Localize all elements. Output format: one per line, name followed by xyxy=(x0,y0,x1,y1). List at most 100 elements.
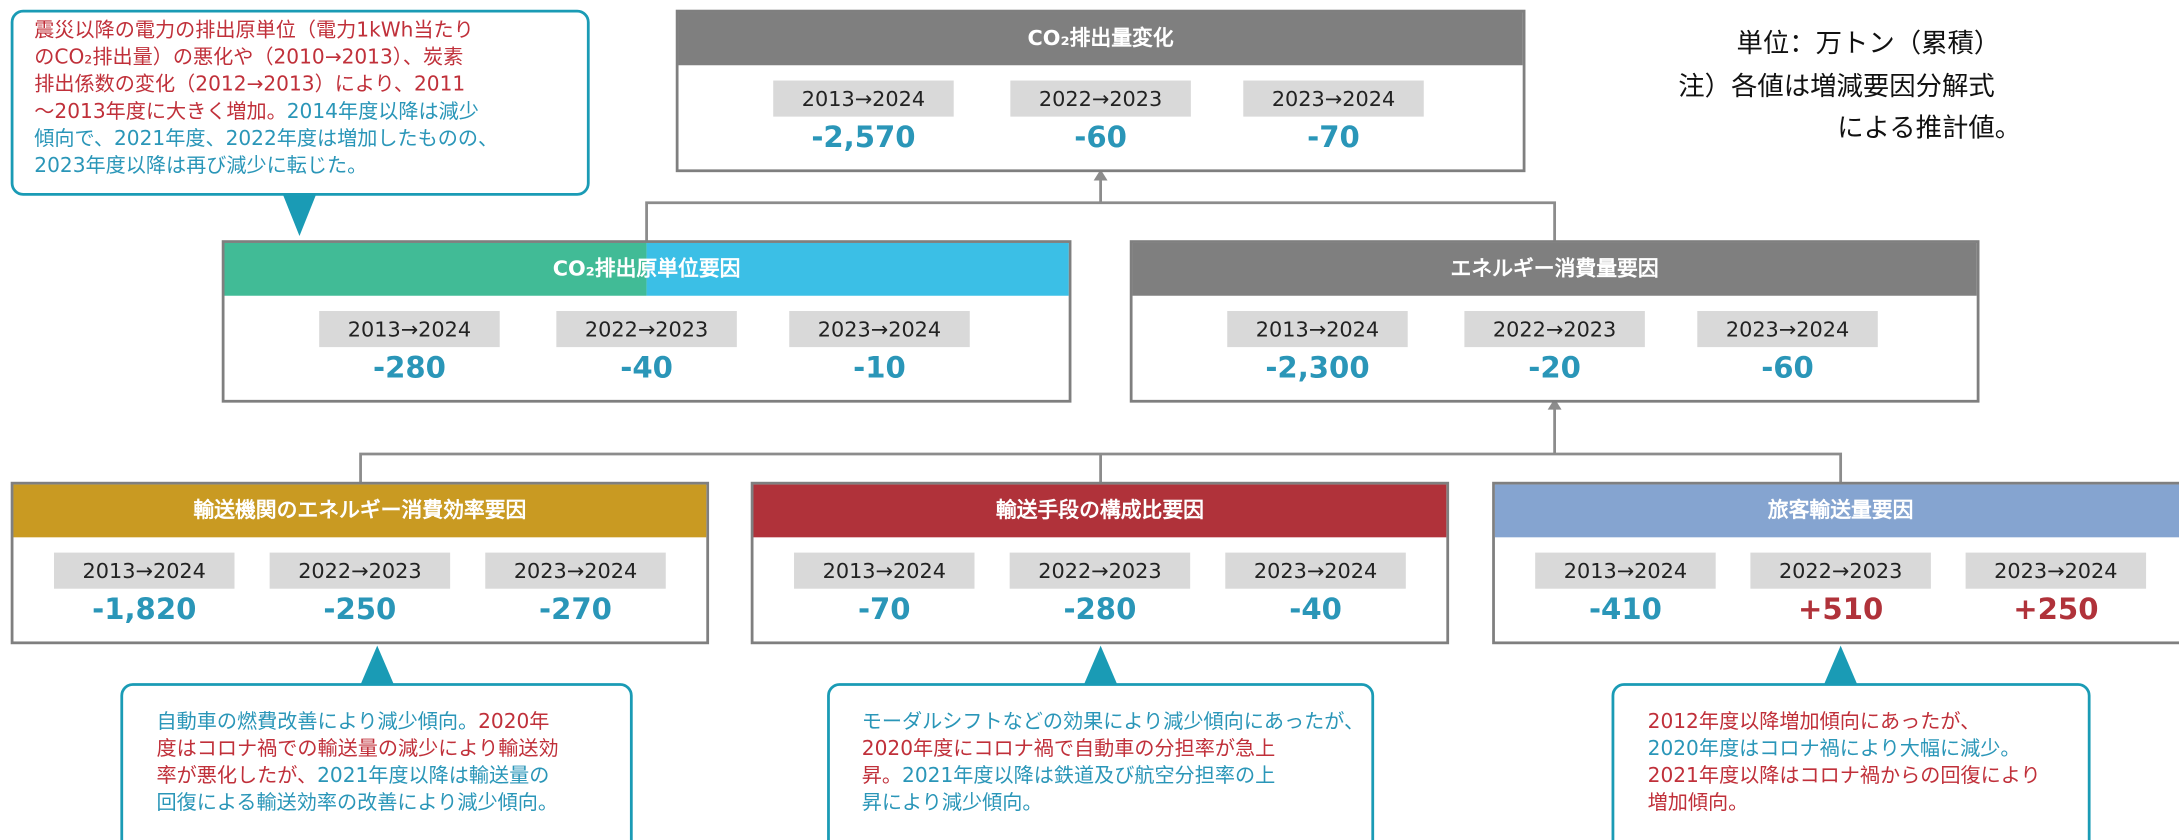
period-label: 2013→2024 xyxy=(802,87,925,111)
period-box xyxy=(269,552,451,589)
value: -40 xyxy=(1289,592,1342,626)
value: -20 xyxy=(1528,350,1581,384)
callout-line: 2023年度以降は再び減少に転じた。 xyxy=(34,152,367,176)
period-box xyxy=(485,552,666,589)
period-box xyxy=(1965,552,2147,589)
node-header xyxy=(224,242,647,296)
callout-text: 2021年度以降は鉄道及び航空分担率の上 xyxy=(902,763,1275,787)
period-label: 2023→2024 xyxy=(1726,317,1849,341)
period-box xyxy=(319,311,500,348)
node-title: 輸送手段の構成比要因 xyxy=(996,498,1204,522)
callout-pointer xyxy=(360,645,394,685)
callout-line: 傾向で、2021年度、2022年度は増加したものの、 xyxy=(34,125,498,149)
value: -60 xyxy=(1074,120,1127,154)
callout-line: 増加傾向。 xyxy=(1648,790,1749,814)
period-label: 2023→2024 xyxy=(818,317,941,341)
arrow-head xyxy=(1093,169,1108,181)
value: -410 xyxy=(1589,592,1662,626)
period-label: 2023→2024 xyxy=(1254,559,1377,583)
callout-line: のCO₂排出量）の悪化や（2010→2013）、炭素 xyxy=(34,44,463,68)
period-label: 2022→2023 xyxy=(1039,87,1162,111)
value: -250 xyxy=(323,592,396,626)
node-header xyxy=(646,242,1069,296)
period-box xyxy=(773,80,954,117)
period-box xyxy=(1750,552,1931,589)
callout-text: 2020年度にコロナ禍で自動車の分担率が急上 xyxy=(862,736,1275,760)
period-label: 2013→2024 xyxy=(1256,317,1379,341)
value: -40 xyxy=(620,350,673,384)
period-label: 2013→2024 xyxy=(348,317,471,341)
node-header xyxy=(1132,242,1977,296)
callout-text: 昇により減少傾向。 xyxy=(862,790,1043,814)
period-label: 2022→2023 xyxy=(1493,317,1616,341)
callout-pointer xyxy=(282,194,317,237)
period-label: 2013→2024 xyxy=(1564,559,1687,583)
value: -280 xyxy=(373,350,446,384)
callout-pointer xyxy=(1083,645,1118,685)
node-title: エネルギー消費量要因 xyxy=(1451,256,1659,280)
callout-text: 震災以降の電力の排出原単位（電力1kWh当たり xyxy=(34,17,474,41)
callout-text: 2012年度以降増加傾向にあったが、 xyxy=(1648,708,1981,732)
callout-line: 昇。2021年度以降は鉄道及び航空分担率の上 xyxy=(862,763,1275,787)
period-label: 2013→2024 xyxy=(83,559,206,583)
arrow-head xyxy=(1547,398,1562,410)
period-label: 2023→2024 xyxy=(514,559,637,583)
value: -2,570 xyxy=(811,120,915,154)
callout-line: 率が悪化したが、2021年度以降は輸送量の xyxy=(156,763,549,787)
callout-text: 2020年度はコロナ禍により大幅に減少。 xyxy=(1648,736,2021,760)
period-box xyxy=(1535,552,1716,589)
callout-line: 2021年度以降はコロナ禍からの回復により xyxy=(1648,763,2041,787)
period-label: 2022→2023 xyxy=(1779,559,1902,583)
node-header xyxy=(678,12,1523,66)
value: -280 xyxy=(1063,592,1136,626)
value: -70 xyxy=(858,592,911,626)
period-box xyxy=(1010,80,1191,117)
callout-line: 震災以降の電力の排出原単位（電力1kWh当たり xyxy=(34,17,474,41)
period-box xyxy=(789,311,970,348)
callout-line: 2020年度にコロナ禍で自動車の分担率が急上 xyxy=(862,736,1275,760)
callout-text: のCO₂排出量）の悪化や（2010→2013）、炭素 xyxy=(34,44,463,68)
period-box xyxy=(556,311,737,348)
value: -270 xyxy=(539,592,612,626)
value: -60 xyxy=(1761,350,1814,384)
node-title: CO₂排出量変化 xyxy=(1028,26,1174,50)
node-title: CO₂排出原単位要因 xyxy=(553,256,741,280)
node-header xyxy=(753,484,1447,538)
connector xyxy=(645,201,1557,242)
value: -10 xyxy=(853,350,906,384)
callout-text: モーダルシフトなどの効果により減少傾向にあったが、 xyxy=(862,708,1364,732)
node-header xyxy=(13,484,707,538)
value: +510 xyxy=(1798,592,1883,626)
callout-text: 度はコロナ禍での輸送量の減少により輸送効 xyxy=(156,736,558,760)
connectors xyxy=(359,169,1843,484)
period-box xyxy=(1009,552,1191,589)
value: -70 xyxy=(1307,120,1360,154)
period-box xyxy=(1227,311,1408,348)
period-box xyxy=(794,552,975,589)
callout-line: ～2013年度に大きく増加。2014年度以降は減少 xyxy=(34,98,479,122)
callout-text: 自動車の燃費改善により減少傾向。 xyxy=(156,708,478,732)
callout-text: 2023年度以降は再び減少に転じた。 xyxy=(34,152,367,176)
period-label: 2023→2024 xyxy=(1994,559,2117,583)
callout-line: 自動車の燃費改善により減少傾向。2020年 xyxy=(156,708,549,732)
period-label: 2022→2023 xyxy=(585,317,708,341)
period-label: 2022→2023 xyxy=(1038,559,1161,583)
callout-text: ～2013年度に大きく増加。 xyxy=(34,98,286,122)
unit-note: による推計値。 xyxy=(1837,114,2021,144)
callout-line: 2020年度はコロナ禍により大幅に減少。 xyxy=(1648,736,2021,760)
value: -1,820 xyxy=(92,592,196,626)
callout-line: 回復による輸送効率の改善により減少傾向。 xyxy=(156,790,558,814)
period-box xyxy=(1225,552,1406,589)
unit-note: 単位：万トン（累積） xyxy=(1737,29,2001,59)
period-label: 2023→2024 xyxy=(1272,87,1395,111)
callout-text: 増加傾向。 xyxy=(1648,790,1749,814)
node-title: 旅客輸送量要因 xyxy=(1768,498,1914,522)
value: +250 xyxy=(2013,592,2098,626)
callout-text: 回復による輸送効率の改善により減少傾向。 xyxy=(156,790,558,814)
callout-text: 昇。 xyxy=(862,763,902,787)
callout-line: 度はコロナ禍での輸送量の減少により輸送効 xyxy=(156,736,558,760)
callout-line: モーダルシフトなどの効果により減少傾向にあったが、 xyxy=(862,708,1364,732)
node-header xyxy=(1494,484,2179,538)
callout-line: 2012年度以降増加傾向にあったが、 xyxy=(1648,708,1981,732)
